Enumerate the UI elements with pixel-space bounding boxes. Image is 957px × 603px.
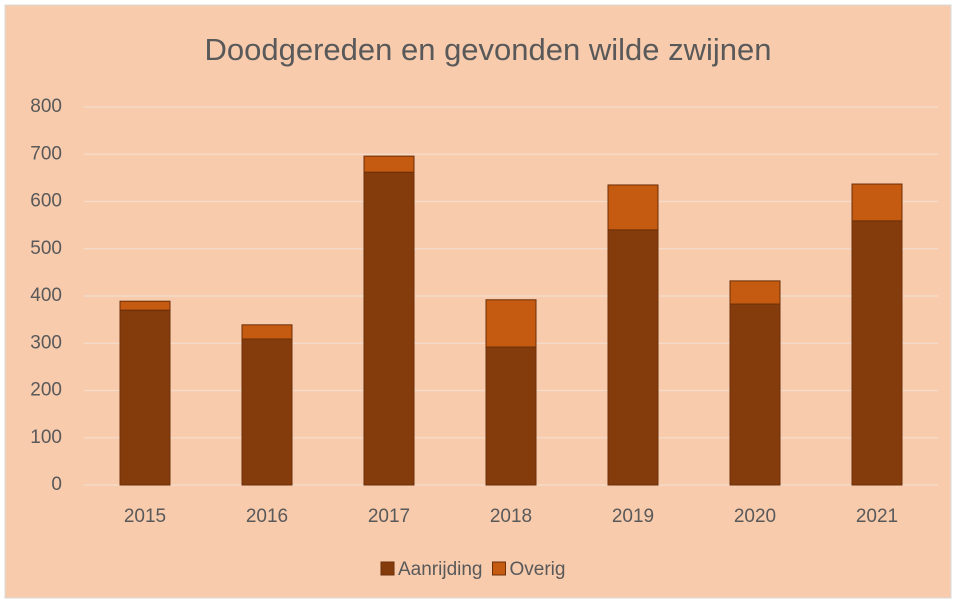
bar-segment [119, 309, 171, 486]
bar-segment [607, 229, 659, 486]
legend-swatch [380, 561, 395, 576]
y-tick-label: 0 [51, 474, 62, 495]
bar-segment [851, 220, 903, 486]
x-tick-label: 2021 [856, 506, 898, 527]
bar-segment [363, 171, 415, 486]
legend-swatch [492, 561, 506, 576]
bar-segment [485, 299, 537, 348]
y-tick-label: 200 [30, 380, 62, 401]
y-tick-label: 100 [30, 427, 62, 448]
y-tick-label: 500 [30, 238, 62, 259]
x-tick-label: 2017 [368, 506, 410, 527]
legend-label: Aanrijding [398, 559, 483, 580]
legend-label: Overig [510, 559, 566, 580]
bar-segment [119, 300, 171, 311]
bar-segment [607, 184, 659, 231]
y-tick-label: 400 [30, 285, 62, 306]
y-tick-label: 800 [30, 96, 62, 117]
y-tick-label: 700 [30, 143, 62, 164]
bar-segment [363, 155, 415, 173]
chart-title: Doodgereden en gevonden wilde zwijnen [204, 32, 771, 67]
x-tick-label: 2020 [734, 506, 776, 527]
y-tick-label: 600 [30, 191, 62, 212]
bar-segment [729, 303, 781, 486]
bar-segment [851, 183, 903, 222]
x-tick-label: 2018 [490, 506, 532, 527]
bar-segment [485, 346, 537, 486]
bar-segment [729, 280, 781, 305]
bar-segment [241, 338, 293, 486]
bar-segment [241, 324, 293, 340]
x-tick-label: 2019 [612, 506, 654, 527]
x-tick-label: 2016 [246, 506, 288, 527]
x-tick-label: 2015 [124, 506, 166, 527]
y-tick-label: 300 [30, 332, 62, 353]
